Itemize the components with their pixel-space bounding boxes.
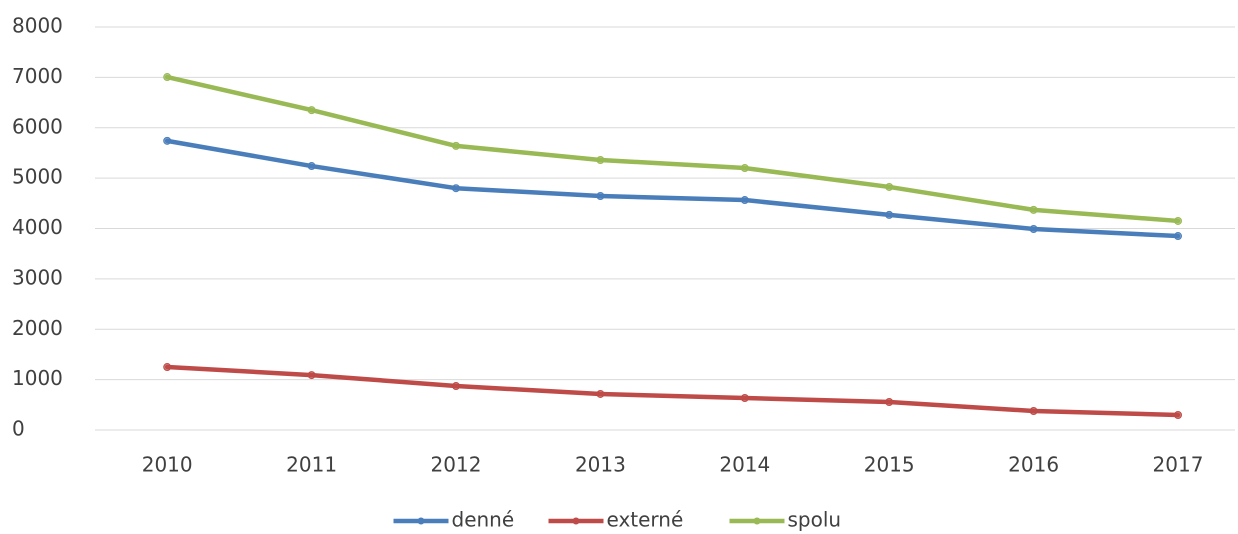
point — [163, 363, 172, 372]
y-tick-label: 5000 — [12, 165, 63, 189]
x-tick-label: 2014 — [719, 453, 770, 477]
point — [596, 389, 605, 398]
point — [740, 164, 749, 173]
y-tick-label: 2000 — [12, 316, 63, 340]
x-tick-label: 2013 — [575, 453, 626, 477]
legend-marker — [572, 517, 580, 525]
x-tick-label: 2011 — [286, 453, 337, 477]
x-tick-label: 2017 — [1153, 453, 1204, 477]
point — [452, 184, 460, 193]
point — [885, 182, 894, 191]
y-tick-label: 3000 — [12, 265, 63, 289]
point — [307, 106, 316, 115]
x-tick-label: 2012 — [431, 453, 482, 477]
point — [596, 192, 605, 201]
x-tick-label: 2010 — [142, 453, 193, 477]
legend-marker — [417, 517, 425, 525]
y-tick-label: 6000 — [12, 114, 63, 138]
point — [1029, 205, 1038, 214]
x-tick-label: 2015 — [864, 453, 915, 477]
point — [1029, 225, 1038, 234]
point — [740, 394, 749, 403]
point — [885, 397, 894, 406]
point — [452, 141, 460, 150]
y-tick-label: 1000 — [12, 366, 63, 390]
point — [163, 73, 172, 82]
series-line — [164, 364, 1181, 418]
y-tick-label: 8000 — [12, 14, 63, 38]
y-tick-label: 0 — [12, 417, 25, 441]
x-tick-label: 2016 — [1008, 453, 1059, 477]
y-tick-label: 4000 — [12, 215, 63, 239]
point — [740, 196, 749, 205]
point — [452, 382, 460, 391]
point — [1174, 232, 1182, 241]
point — [885, 210, 894, 219]
series-line — [164, 138, 1181, 239]
point — [163, 136, 172, 145]
series-line — [164, 74, 1181, 224]
point — [596, 155, 605, 164]
point — [1174, 216, 1182, 225]
y-tick-label: 7000 — [12, 64, 63, 88]
legend-label: spolu — [788, 508, 842, 532]
legend-label: denné — [452, 508, 515, 532]
point — [307, 162, 316, 171]
point — [1174, 410, 1182, 419]
point — [307, 371, 316, 380]
point — [1029, 407, 1038, 416]
legend-marker — [753, 517, 761, 525]
legend-label: externé — [607, 508, 684, 532]
